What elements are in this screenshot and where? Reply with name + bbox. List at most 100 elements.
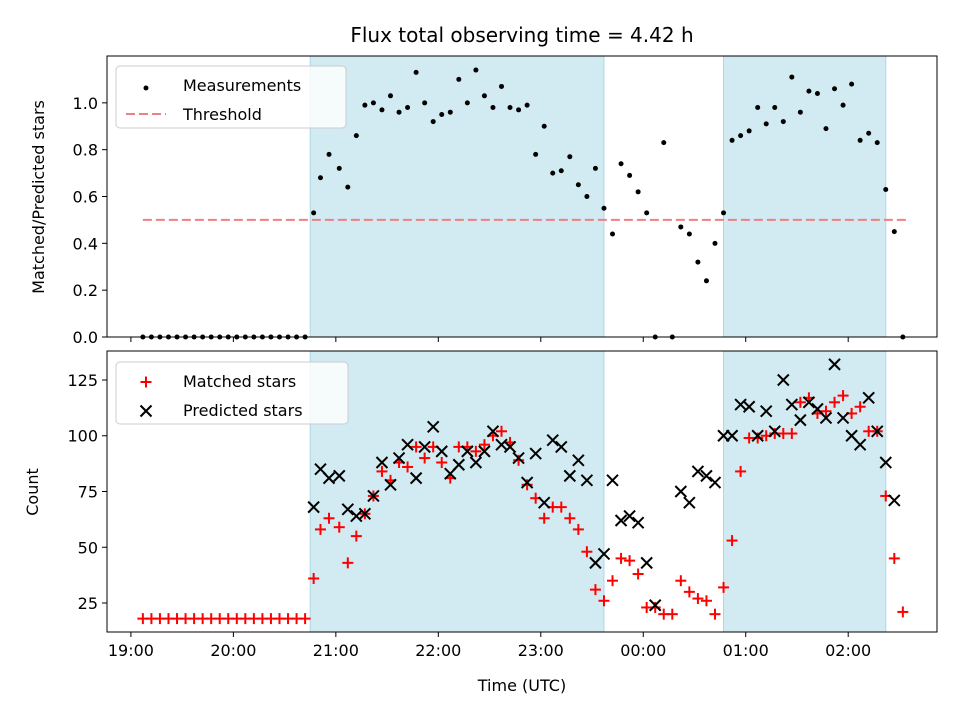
matched-star-point	[735, 465, 747, 477]
matched-star-point	[615, 552, 627, 564]
matched-star-point	[478, 439, 490, 451]
matched-star-point	[709, 608, 721, 620]
legend-marker-matched	[140, 376, 152, 388]
measurement-point	[353, 133, 359, 139]
measurement-point	[405, 105, 411, 111]
matched-star-point	[410, 441, 422, 453]
matched-star-point	[496, 425, 508, 437]
predicted-star-point	[683, 496, 696, 509]
measurement-point	[370, 100, 376, 106]
top-plot-frame	[106, 55, 938, 338]
measurement-point	[618, 161, 624, 167]
predicted-star-point	[760, 405, 773, 418]
matched-star-point	[572, 523, 584, 535]
measurement-point	[396, 109, 402, 115]
matched-star-point	[829, 396, 841, 408]
predicted-star-point	[631, 516, 645, 529]
measurement-point	[439, 112, 445, 118]
measurement-point	[823, 126, 829, 132]
top-panel: 0.0 0.2 0.4 0.6 0.8 1.0 Matched/Predicted sta…	[29, 55, 938, 347]
measurement-point	[746, 128, 752, 134]
predicted-star-point	[751, 429, 764, 442]
predicted-star-point	[358, 507, 372, 521]
measurement-point	[541, 123, 547, 129]
measurement-point	[516, 107, 522, 113]
measurement-point	[891, 229, 897, 235]
predicted-star-point	[708, 476, 722, 489]
measurement-point	[362, 102, 368, 108]
predicted-star-point	[725, 429, 739, 442]
matched-star-point	[675, 575, 687, 587]
predicted-star-point	[452, 458, 466, 471]
measurement-point	[567, 154, 573, 160]
y-tick-label: 25	[78, 594, 98, 613]
bottom-panel: 25 50 75 100 125 19:00 20:00 21:00 22:00 23:00 00:…	[23, 350, 938, 695]
observing-window-band-2	[723, 350, 887, 633]
matched-star-point	[794, 396, 806, 408]
measurement-point	[849, 81, 855, 87]
measurement-point	[721, 210, 727, 216]
matched-star-point	[624, 555, 636, 567]
matched-star-point	[888, 552, 900, 564]
bottom-legend: Matched stars Predicted stars	[115, 361, 349, 425]
measurement-point	[703, 278, 709, 284]
x-tick-label: 19:00	[108, 641, 154, 660]
predicted-star-point	[529, 447, 542, 460]
predicted-star-point	[649, 599, 662, 612]
predicted-star-point	[862, 391, 875, 405]
measurement-point	[738, 133, 744, 139]
legend-marker-measurements	[143, 85, 149, 91]
matched-star-point	[538, 512, 550, 524]
measurement-point	[678, 224, 684, 230]
matched-star-point	[598, 595, 610, 607]
measurement-point	[712, 240, 718, 246]
measurement-point	[507, 105, 513, 111]
x-tick-label: 22:00	[415, 641, 461, 660]
top-y-axis-label: Matched/Predicted stars	[29, 100, 48, 294]
measurement-point	[755, 105, 761, 111]
predicted-star-point	[768, 425, 781, 438]
bottom-y-axis-label: Count	[23, 468, 42, 516]
matched-star-point	[314, 523, 326, 535]
chart-title: Flux total observing time = 4.42 h	[350, 23, 693, 47]
measurement-point	[806, 88, 812, 94]
x-tick-label: 00:00	[620, 641, 666, 660]
matched-star-point	[342, 557, 354, 569]
measurement-point	[592, 165, 598, 171]
predicted-star-point	[512, 451, 525, 465]
predicted-star-point	[777, 373, 790, 387]
matched-star-point	[470, 445, 482, 457]
predicted-star-point	[836, 411, 850, 425]
legend-label: Threshold	[182, 105, 262, 124]
matched-star-point	[649, 601, 661, 613]
predicted-star-point	[828, 358, 841, 371]
matched-star-point	[607, 575, 619, 587]
y-tick-label: 0.0	[73, 328, 98, 347]
matched-star-point	[350, 530, 362, 542]
legend-label: Measurements	[183, 76, 301, 95]
predicted-star-point	[597, 547, 611, 561]
matched-star-point	[308, 572, 320, 584]
legend-label: Matched stars	[183, 372, 296, 391]
matched-star-point	[718, 581, 730, 593]
measurement-point	[635, 189, 641, 195]
matched-star-point	[581, 546, 593, 558]
predicted-star-point	[674, 485, 688, 498]
measurement-point	[533, 151, 539, 157]
y-tick-label: 1.0	[73, 94, 98, 113]
predicted-star-point	[367, 489, 380, 503]
predicted-star-point	[888, 494, 901, 507]
measurement-point	[789, 74, 795, 80]
matched-star-point	[683, 586, 695, 598]
measurement-point	[379, 107, 385, 113]
measurement-point	[661, 140, 667, 146]
observing-window-band-1	[309, 350, 605, 633]
observing-window-band-2	[723, 55, 887, 338]
matched-star-point	[521, 479, 533, 491]
measurement-point	[490, 105, 496, 111]
matched-star-point	[700, 595, 712, 607]
x-tick-label: 02:00	[825, 641, 871, 660]
y-tick-label: 0.4	[73, 234, 98, 253]
measurement-point	[326, 151, 332, 157]
